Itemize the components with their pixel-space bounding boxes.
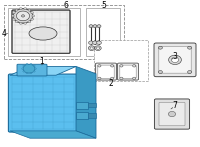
- Circle shape: [120, 65, 123, 67]
- Circle shape: [90, 47, 93, 49]
- Circle shape: [12, 18, 15, 20]
- Polygon shape: [10, 66, 76, 75]
- Circle shape: [28, 9, 31, 11]
- Circle shape: [33, 71, 35, 72]
- Circle shape: [93, 25, 97, 28]
- Ellipse shape: [29, 27, 57, 40]
- Circle shape: [88, 46, 95, 50]
- Circle shape: [19, 22, 22, 24]
- Circle shape: [133, 77, 136, 80]
- Bar: [76, 112, 88, 119]
- Text: 2: 2: [109, 79, 113, 88]
- Text: 3: 3: [173, 52, 177, 61]
- FancyBboxPatch shape: [159, 102, 185, 126]
- Circle shape: [33, 65, 35, 67]
- FancyBboxPatch shape: [117, 63, 139, 80]
- Bar: [8, 8, 80, 56]
- Circle shape: [98, 65, 101, 67]
- Text: 4: 4: [1, 29, 6, 38]
- Circle shape: [30, 64, 32, 65]
- Circle shape: [23, 65, 25, 67]
- Text: 1: 1: [40, 57, 44, 66]
- FancyBboxPatch shape: [154, 99, 190, 129]
- Circle shape: [95, 46, 101, 50]
- Circle shape: [169, 55, 181, 65]
- Circle shape: [188, 46, 192, 49]
- FancyBboxPatch shape: [95, 63, 117, 80]
- Circle shape: [98, 77, 101, 80]
- Circle shape: [12, 12, 15, 14]
- FancyBboxPatch shape: [159, 47, 191, 73]
- Circle shape: [188, 71, 192, 74]
- Circle shape: [158, 46, 162, 49]
- Circle shape: [89, 41, 93, 45]
- FancyBboxPatch shape: [120, 65, 136, 78]
- Text: 6: 6: [64, 1, 68, 10]
- Bar: [76, 102, 88, 109]
- Circle shape: [30, 72, 32, 74]
- Circle shape: [31, 18, 34, 20]
- Circle shape: [23, 64, 35, 73]
- FancyBboxPatch shape: [12, 10, 70, 53]
- Circle shape: [93, 41, 97, 45]
- Circle shape: [11, 15, 14, 17]
- Circle shape: [28, 21, 31, 23]
- FancyBboxPatch shape: [8, 74, 78, 132]
- Circle shape: [111, 65, 114, 67]
- Circle shape: [21, 15, 25, 17]
- Circle shape: [15, 21, 18, 23]
- Text: 7: 7: [173, 101, 177, 111]
- Circle shape: [22, 68, 24, 69]
- Bar: [94, 40, 148, 81]
- Circle shape: [19, 8, 22, 10]
- Circle shape: [31, 12, 34, 14]
- Bar: [86, 8, 120, 56]
- Circle shape: [15, 9, 18, 11]
- Bar: [88, 103, 96, 107]
- Circle shape: [120, 77, 123, 80]
- Bar: [88, 113, 96, 118]
- FancyBboxPatch shape: [17, 64, 47, 76]
- Circle shape: [89, 25, 93, 28]
- Polygon shape: [10, 131, 96, 138]
- Circle shape: [97, 41, 101, 45]
- Circle shape: [23, 71, 25, 72]
- Circle shape: [133, 65, 136, 67]
- Circle shape: [24, 8, 27, 10]
- Text: 5: 5: [102, 1, 106, 10]
- Circle shape: [171, 57, 179, 62]
- FancyBboxPatch shape: [98, 65, 114, 78]
- Circle shape: [24, 22, 27, 24]
- Circle shape: [26, 64, 28, 65]
- Bar: [4, 5, 124, 59]
- Circle shape: [111, 77, 114, 80]
- Circle shape: [168, 111, 176, 117]
- Circle shape: [26, 72, 28, 74]
- Circle shape: [16, 11, 30, 21]
- Polygon shape: [76, 66, 96, 138]
- Circle shape: [34, 68, 36, 69]
- Circle shape: [13, 9, 33, 23]
- Circle shape: [13, 9, 33, 23]
- Circle shape: [158, 71, 162, 74]
- FancyBboxPatch shape: [154, 43, 196, 77]
- Circle shape: [97, 25, 101, 28]
- Circle shape: [96, 47, 100, 49]
- Circle shape: [32, 15, 35, 17]
